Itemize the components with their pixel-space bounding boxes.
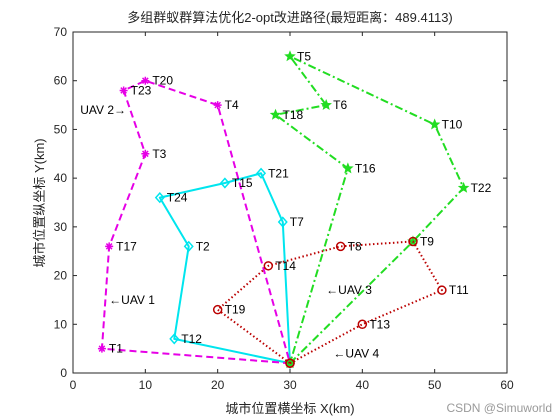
circle-marker — [408, 236, 418, 247]
plot-area: 0 10 20 30 40 50 60 0 10 20 30 40 50 60 70 T1 T2 T3 T4 T5 T6… — [54, 25, 514, 392]
pentagram-marker — [457, 181, 470, 193]
route-uav-1 — [154, 167, 296, 369]
node-label-t23: T23 — [131, 83, 152, 97]
node-label-t21: T21 — [268, 166, 289, 180]
watermark: CSDN @Simuworld — [446, 401, 552, 415]
asterisk-marker — [105, 242, 114, 251]
y-axis-label: 城市位置纵坐标 Y(km) — [32, 138, 47, 267]
node-label-t24: T24 — [167, 191, 188, 205]
annotation-uav-1: ←UAV 1 — [109, 293, 155, 307]
node-label-t11: T11 — [449, 283, 469, 297]
route-uav-3 — [269, 50, 470, 369]
pentagram-marker — [269, 108, 282, 120]
node-label-t9: T9 — [420, 234, 434, 248]
node-label-t13: T13 — [369, 317, 390, 331]
circle-marker — [263, 261, 274, 271]
node-label-t16: T16 — [355, 161, 376, 175]
asterisk-marker — [119, 86, 128, 95]
pentagram-marker — [342, 162, 354, 174]
x-tick-label: 0 — [70, 378, 77, 392]
y-tick-label: 10 — [54, 317, 68, 331]
route-uav-4 — [212, 236, 447, 369]
circle-marker — [437, 285, 447, 295]
asterisk-marker — [97, 344, 106, 353]
x-tick-label: 10 — [139, 378, 153, 392]
node-label-t10: T10 — [442, 118, 463, 132]
diamond-marker — [183, 240, 194, 252]
node-label-t5: T5 — [297, 49, 311, 63]
x-tick-label: 60 — [500, 378, 514, 392]
diamond-marker — [169, 333, 180, 345]
diamond-marker — [154, 192, 165, 204]
y-tick-label: 40 — [54, 171, 68, 185]
node-label-t7: T7 — [290, 215, 304, 229]
diamond-marker — [256, 167, 267, 179]
y-tick-label: 50 — [54, 122, 68, 136]
route-line — [100, 79, 291, 365]
node-label-t14: T14 — [275, 259, 296, 273]
asterisk-marker — [141, 76, 150, 85]
annotation-uav-4: ←UAV 4 — [333, 347, 379, 361]
y-tick-label: 60 — [54, 74, 68, 88]
asterisk-marker — [141, 149, 150, 158]
x-tick-label: 30 — [283, 378, 297, 392]
pentagram-marker — [320, 98, 332, 110]
node-label-t20: T20 — [152, 74, 173, 88]
chart-title: 多组群蚁群算法优化2-opt改进路径(最短距离：489.4113) — [127, 10, 453, 25]
node-label-t1: T1 — [109, 342, 123, 356]
circle-marker — [335, 241, 346, 252]
y-tick-label: 70 — [54, 25, 68, 39]
node-label-t15: T15 — [232, 176, 253, 190]
y-tick-label: 20 — [54, 269, 68, 283]
diamond-marker — [219, 177, 230, 189]
y-tick-label: 30 — [54, 220, 68, 234]
annotation-uav-3: ←UAV 3 — [326, 283, 372, 297]
node-label-t12: T12 — [181, 332, 202, 346]
node-label-t19: T19 — [225, 303, 246, 317]
node-label-t3: T3 — [152, 147, 166, 161]
x-tick-label: 20 — [211, 378, 225, 392]
route-line — [216, 240, 443, 365]
node-label-t22: T22 — [471, 181, 492, 195]
node-label-t2: T2 — [196, 239, 210, 253]
node-label-t17: T17 — [116, 239, 137, 253]
node-label-t6: T6 — [333, 98, 347, 112]
route-line — [158, 172, 291, 365]
circle-marker — [212, 304, 223, 315]
node-label-t4: T4 — [225, 98, 239, 112]
circle-marker — [357, 319, 368, 330]
pentagram-marker — [284, 50, 296, 62]
pentagram-marker — [428, 118, 441, 130]
x-axis-label: 城市位置横坐标 X(km) — [225, 401, 354, 416]
x-tick-label: 50 — [428, 378, 442, 392]
annotation-uav-2: UAV 2→ — [80, 103, 126, 117]
node-label-t8: T8 — [348, 239, 362, 253]
y-tick-label: 0 — [60, 366, 67, 380]
diamond-marker — [277, 216, 288, 228]
asterisk-marker — [213, 101, 222, 110]
circle-marker — [285, 358, 295, 369]
node-label-t18: T18 — [283, 108, 304, 122]
x-tick-label: 40 — [356, 378, 370, 392]
